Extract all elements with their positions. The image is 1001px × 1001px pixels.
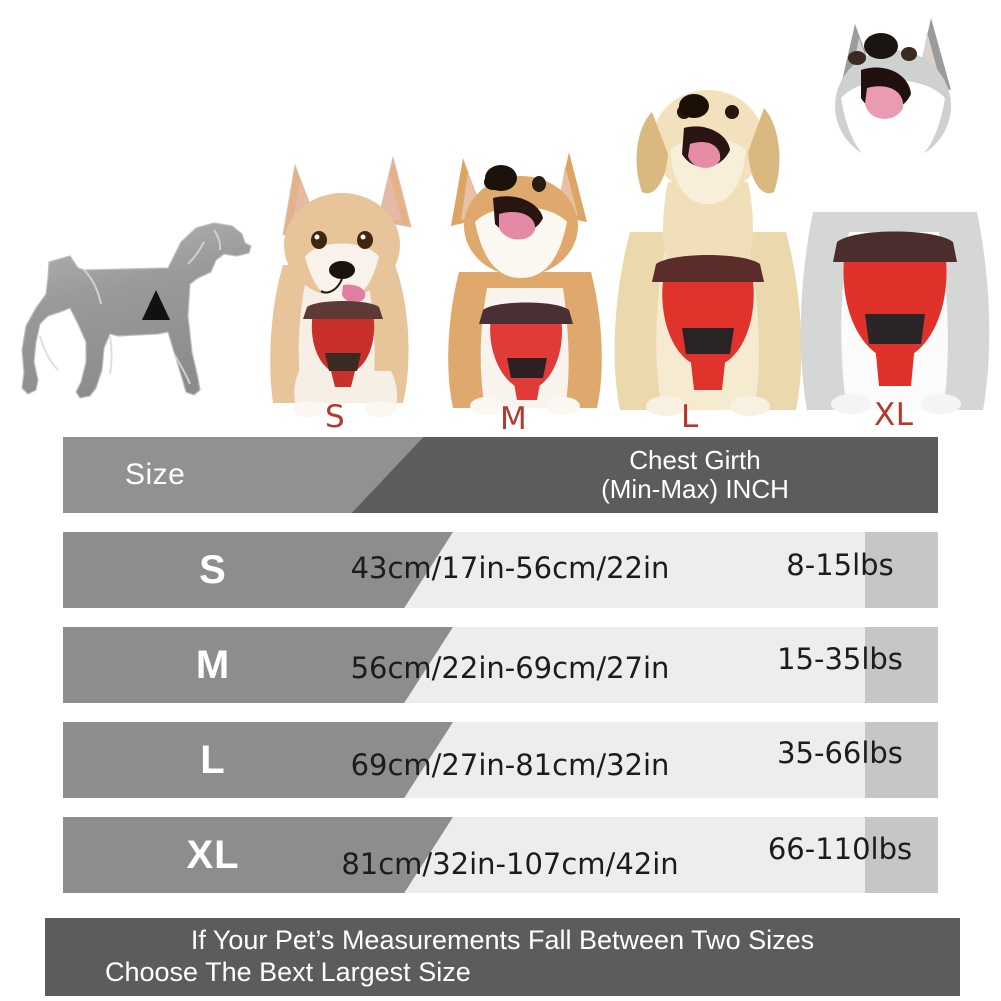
row-girth-value: 69cm/27in-81cm/32in <box>350 748 670 782</box>
table-row: M 56cm/22in-69cm/27in 15-35lbs <box>0 627 1001 703</box>
row-size-value: S <box>199 547 227 592</box>
row-size-value: XL <box>186 832 240 877</box>
row-weight-value: 66-110lbs <box>767 832 913 866</box>
dog-photo-xlarge <box>800 18 990 414</box>
header-chest-line1: Chest Girth <box>629 444 761 475</box>
header-chest-label: Chest Girth (Min-Max) INCH <box>455 437 935 513</box>
row-girth-value: 81cm/32in-107cm/42in <box>341 847 679 881</box>
row-size-value: M <box>195 642 231 687</box>
footer-note: If Your Pet’s Measurements Fall Between … <box>45 918 960 996</box>
row-girth-band <box>404 722 865 798</box>
footer-note-line1: If Your Pet’s Measurements Fall Between … <box>190 925 815 956</box>
size-chart-table: Size Chest Girth (Min-Max) INCH S 43cm/1… <box>0 437 1001 912</box>
size-caption-xl: XL <box>874 397 914 433</box>
footer-note-line2: Choose The Bext Largest Size <box>105 957 471 987</box>
header-size-label: Size <box>125 458 186 491</box>
row-weight-value: 35-66lbs <box>777 736 903 770</box>
row-size-band <box>63 532 453 608</box>
row-size-value: L <box>200 737 226 782</box>
table-header-row: Size Chest Girth (Min-Max) INCH <box>0 437 1001 513</box>
row-size-band <box>63 817 453 893</box>
table-row: XL 81cm/32in-107cm/42in 66-110lbs <box>0 817 1001 893</box>
reference-dog-silhouette-icon <box>21 222 252 399</box>
size-caption-l: L <box>681 399 699 435</box>
table-row: L 69cm/27in-81cm/32in 35-66lbs <box>0 722 1001 798</box>
dog-photo-small <box>270 156 412 417</box>
size-caption-m: M <box>500 401 528 437</box>
row-girth-value: 56cm/22in-69cm/27in <box>350 651 670 685</box>
row-weight-value: 15-35lbs <box>777 642 903 676</box>
header-chest-band <box>351 437 938 513</box>
row-girth-band <box>404 532 865 608</box>
row-weight-value: 8-15lbs <box>786 548 894 582</box>
dog-size-illustration: S M L XL <box>0 0 1001 437</box>
row-girth-value: 43cm/17in-56cm/22in <box>350 551 670 585</box>
dog-photo-medium <box>448 152 602 415</box>
row-size-band <box>63 627 453 703</box>
row-girth-band <box>404 817 865 893</box>
dog-photo-large <box>614 90 802 416</box>
table-row: S 43cm/17in-56cm/22in 8-15lbs <box>0 532 1001 608</box>
row-size-band <box>63 722 453 798</box>
row-girth-band <box>404 627 865 703</box>
header-chest-line2: (Min-Max) INCH <box>601 474 789 504</box>
size-caption-s: S <box>325 399 346 435</box>
